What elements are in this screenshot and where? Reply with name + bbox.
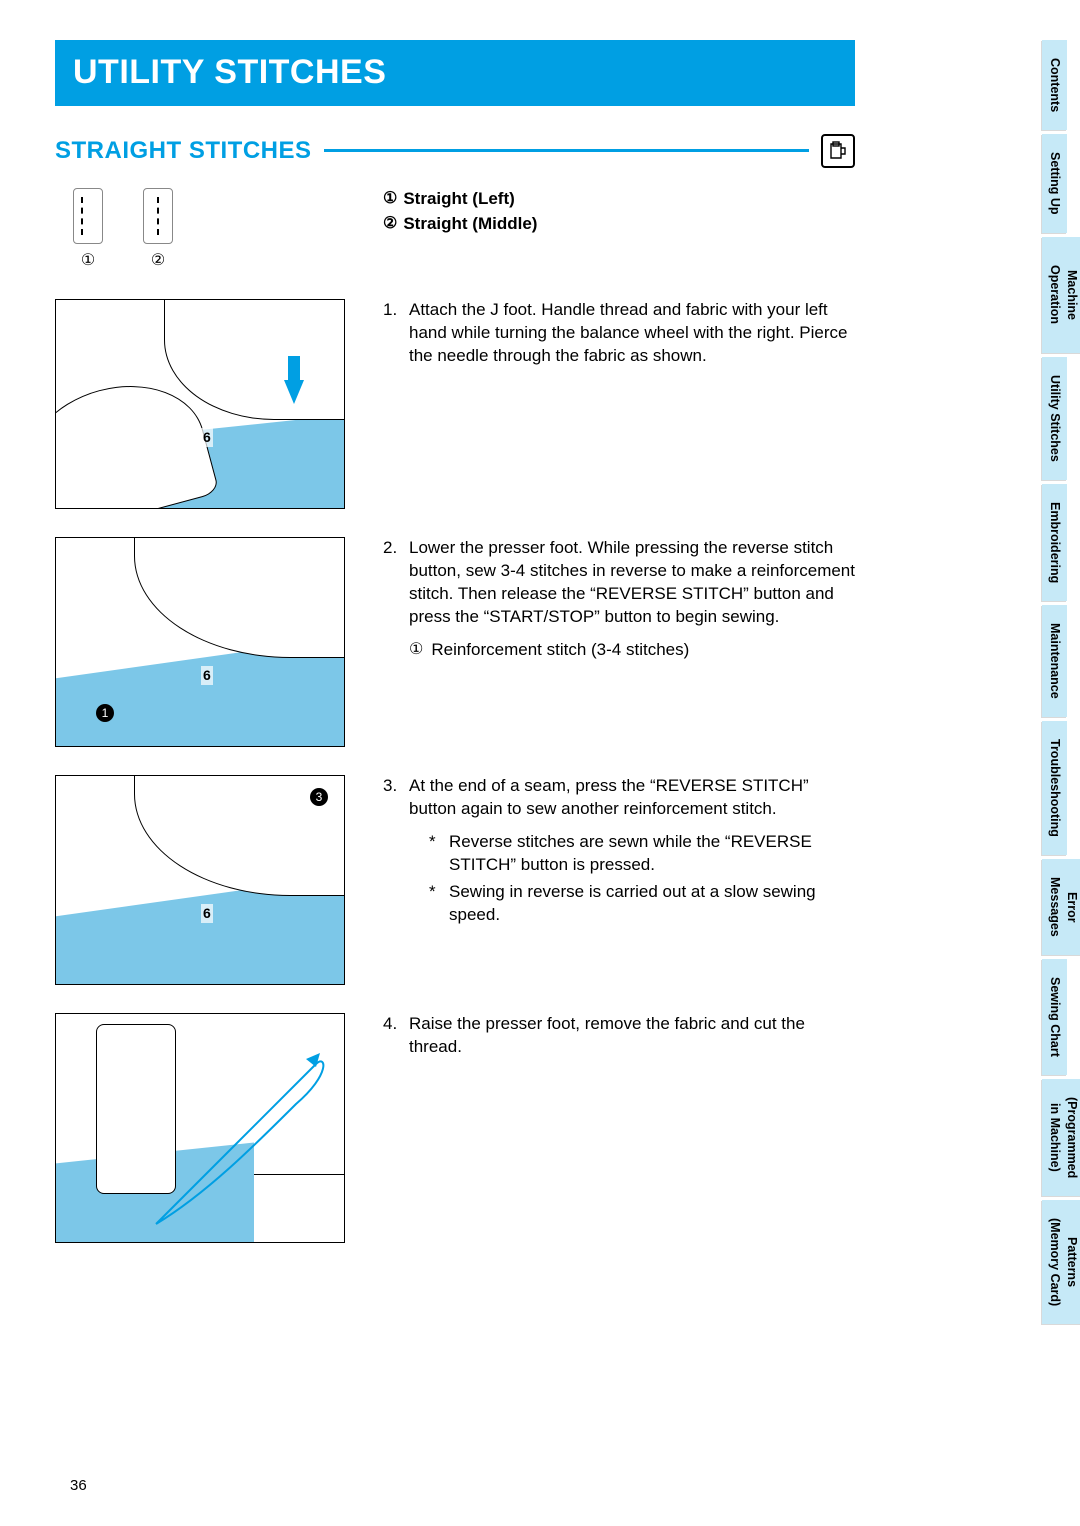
stitch-left-icon	[73, 188, 103, 244]
stitch-legend: ① Straight (Left) ② Straight (Middle)	[383, 188, 855, 236]
section-header: STRAIGHT STITCHES	[55, 134, 855, 168]
step-3-bullet-2: Sewing in reverse is carried out at a sl…	[449, 881, 855, 927]
step-2: 2. Lower the presser foot. While pressin…	[383, 537, 855, 629]
tab-maintenance[interactable]: Maintenance	[1042, 605, 1067, 717]
figure-step-1: 6	[55, 299, 345, 509]
figure-label-6: 6	[201, 428, 213, 447]
arrow-down-icon	[284, 380, 304, 404]
stitch-icons: ① ②	[55, 188, 365, 272]
figure-step-2: 6 1	[55, 537, 345, 747]
tab-sewing-chart[interactable]: Sewing Chart	[1042, 959, 1067, 1075]
side-tabs: Contents Setting Up Basic Sewing Machine…	[1042, 40, 1080, 1328]
step-3: 3. At the end of a seam, press the “REVE…	[383, 775, 855, 821]
tab-contents[interactable]: Contents	[1042, 40, 1067, 130]
tab-utility-stitches[interactable]: Utility Stitches	[1042, 357, 1067, 480]
tab-basic-sewing[interactable]: Basic Sewing Machine Operation	[1042, 237, 1080, 354]
figure-label-6: 6	[201, 904, 213, 923]
step-2-sub-text: Reinforcement stitch (3-4 stitches)	[431, 639, 689, 662]
page-number: 36	[70, 1476, 87, 1496]
stitch-middle-icon	[143, 188, 173, 244]
tab-patterns-memory[interactable]: Patterns (Memory Card)	[1042, 1200, 1080, 1324]
tab-pm-l3: in Machine)	[1046, 1097, 1063, 1178]
tab-error-l2: Messages	[1046, 877, 1063, 937]
tab-error-l1: Error	[1063, 877, 1080, 937]
step-4: 4. Raise the presser foot, remove the fa…	[383, 1013, 855, 1059]
tab-error-messages[interactable]: Error Messages	[1042, 859, 1080, 955]
legend-num-1: ①	[383, 188, 397, 211]
presser-foot-icon	[821, 134, 855, 168]
figure-label-6: 6	[201, 666, 213, 685]
tab-troubleshooting[interactable]: Troubleshooting	[1042, 721, 1067, 855]
step-2-text: Lower the presser foot. While pressing t…	[409, 537, 855, 629]
step-3-bullets: Reverse stitches are sewn while the “REV…	[383, 831, 855, 927]
stitch-middle-num: ②	[143, 250, 173, 272]
step-4-num: 4.	[383, 1013, 409, 1059]
step-1-text: Attach the J foot. Handle thread and fab…	[409, 299, 855, 368]
legend-label-2: Straight (Middle)	[403, 213, 537, 236]
step-2-sub-num: ①	[409, 639, 423, 662]
tab-pmc-l1: Patterns	[1063, 1218, 1080, 1306]
step-3-bullet-1: Reverse stitches are sewn while the “REV…	[449, 831, 855, 877]
section-title: STRAIGHT STITCHES	[55, 135, 312, 167]
figure-step-3: 6 3	[55, 775, 345, 985]
step-3-num: 3.	[383, 775, 409, 821]
step-1: 1. Attach the J foot. Handle thread and …	[383, 299, 855, 368]
tab-pm-l2: (Programmed	[1063, 1097, 1080, 1178]
tab-basic-sewing-l3: Operation	[1046, 255, 1063, 336]
tab-embroidering[interactable]: Embroidering	[1042, 484, 1067, 601]
step-3-text: At the end of a seam, press the “REVERSE…	[409, 775, 855, 821]
step-1-num: 1.	[383, 299, 409, 368]
stitch-left-num: ①	[73, 250, 103, 272]
figure-step-4	[55, 1013, 345, 1243]
tab-basic-sewing-l2: Machine	[1063, 255, 1080, 336]
step-4-text: Raise the presser foot, remove the fabri…	[409, 1013, 855, 1059]
step-2-sublist: ① Reinforcement stitch (3-4 stitches)	[383, 639, 855, 662]
step-2-num: 2.	[383, 537, 409, 629]
tab-pmc-l2: (Memory Card)	[1046, 1218, 1063, 1306]
legend-num-2: ②	[383, 213, 397, 236]
legend-label-1: Straight (Left)	[403, 188, 514, 211]
section-rule	[324, 149, 809, 152]
tab-patterns-machine[interactable]: Patterns (Programmed in Machine)	[1042, 1079, 1080, 1196]
page-title: UTILITY STITCHES	[55, 40, 855, 106]
tab-setting-up[interactable]: Setting Up	[1042, 134, 1067, 233]
